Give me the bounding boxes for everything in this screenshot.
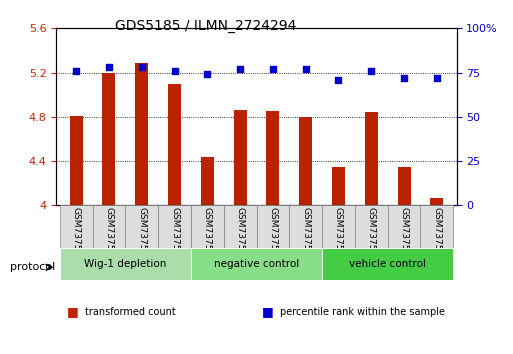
FancyBboxPatch shape — [125, 205, 158, 248]
FancyBboxPatch shape — [191, 205, 224, 248]
Text: GSM737546: GSM737546 — [268, 207, 278, 262]
Text: GSM737545: GSM737545 — [235, 207, 245, 262]
Point — [367, 68, 376, 74]
FancyBboxPatch shape — [388, 205, 421, 248]
Text: GDS5185 / ILMN_2724294: GDS5185 / ILMN_2724294 — [114, 19, 296, 34]
Point — [170, 68, 179, 74]
FancyBboxPatch shape — [421, 205, 453, 248]
Point — [334, 77, 343, 82]
Point — [433, 75, 441, 81]
Point — [302, 66, 310, 72]
Text: GSM737543: GSM737543 — [170, 207, 179, 262]
FancyBboxPatch shape — [289, 205, 322, 248]
Bar — [168, 84, 181, 354]
Bar — [299, 117, 312, 354]
Bar — [332, 167, 345, 354]
FancyBboxPatch shape — [60, 205, 92, 248]
Text: protocol: protocol — [10, 262, 55, 272]
Bar — [266, 111, 280, 354]
Text: GSM737542: GSM737542 — [137, 207, 146, 262]
FancyBboxPatch shape — [322, 248, 453, 280]
Bar — [365, 113, 378, 354]
Bar — [103, 73, 115, 354]
Text: GSM737537: GSM737537 — [367, 207, 376, 262]
Bar — [398, 167, 410, 354]
Text: GSM737541: GSM737541 — [105, 207, 113, 262]
Text: GSM737547: GSM737547 — [301, 207, 310, 262]
Point — [236, 66, 244, 72]
Text: GSM737544: GSM737544 — [203, 207, 212, 262]
Point — [269, 66, 277, 72]
Text: GSM737536: GSM737536 — [334, 207, 343, 262]
Bar — [201, 156, 214, 354]
Text: Wig-1 depletion: Wig-1 depletion — [84, 259, 167, 269]
FancyBboxPatch shape — [322, 205, 355, 248]
Bar — [135, 63, 148, 354]
Text: ■: ■ — [67, 305, 78, 318]
Point — [400, 75, 408, 81]
FancyBboxPatch shape — [256, 205, 289, 248]
Text: ■: ■ — [262, 305, 273, 318]
Bar — [430, 198, 443, 354]
Text: percentile rank within the sample: percentile rank within the sample — [280, 307, 445, 316]
Point — [203, 72, 211, 77]
Text: vehicle control: vehicle control — [349, 259, 426, 269]
Bar — [233, 110, 247, 354]
Text: GSM737539: GSM737539 — [432, 207, 441, 262]
Point — [105, 64, 113, 70]
Text: negative control: negative control — [214, 259, 299, 269]
Bar — [70, 116, 83, 354]
Text: GSM737540: GSM737540 — [72, 207, 81, 262]
FancyBboxPatch shape — [191, 248, 322, 280]
Text: GSM737538: GSM737538 — [400, 207, 408, 262]
FancyBboxPatch shape — [355, 205, 388, 248]
FancyBboxPatch shape — [224, 205, 256, 248]
FancyBboxPatch shape — [92, 205, 125, 248]
Point — [72, 68, 80, 74]
FancyBboxPatch shape — [158, 205, 191, 248]
Text: transformed count: transformed count — [85, 307, 175, 316]
Point — [137, 64, 146, 70]
FancyBboxPatch shape — [60, 248, 191, 280]
